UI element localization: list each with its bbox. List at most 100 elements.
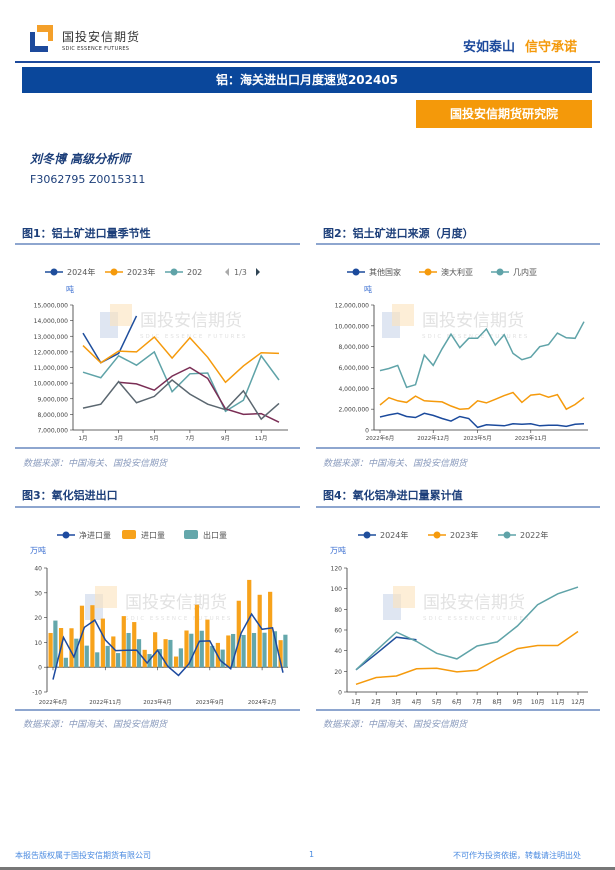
bar-import (132, 622, 137, 668)
legend-marker (496, 268, 504, 276)
x-tick-label: 2022年11月 (89, 698, 121, 706)
y-tick-label: 40 (34, 566, 42, 573)
bar-import (79, 605, 85, 668)
legend-marker (62, 531, 70, 539)
bar-import (226, 635, 231, 668)
divider (15, 506, 300, 508)
x-tick-label: 2023年9月 (196, 698, 225, 706)
page-number: 1 (309, 850, 315, 859)
bar-import (153, 632, 158, 668)
watermark-text: 国投安信期货 (422, 311, 524, 331)
series-line (82, 335, 280, 384)
legend-item: 澳大利亚 (419, 267, 473, 277)
legend-swatch (184, 530, 198, 539)
bar-import (111, 636, 116, 668)
bar-export (241, 634, 246, 668)
bar-export (84, 645, 89, 668)
watermark-logo-icon (392, 304, 414, 326)
series-line (82, 350, 280, 413)
y-tick-label: 0 (365, 428, 369, 435)
bar-import (100, 618, 105, 668)
slogan-part2: 信守承诺 (525, 40, 578, 55)
chart-2: 国投安信期货 SDIC ESSENCE FUTURES 0 2,000,000 4,00… (335, 267, 588, 442)
legend-pager: 1/3 (234, 268, 247, 277)
figure-2-source: 数据来源：中国海关、国投安信期货 (323, 459, 468, 469)
logo-text: 国投安信期货 (62, 30, 141, 44)
x-tick-label: 1月 (79, 435, 88, 442)
y-tick-label: 20 (34, 615, 42, 622)
legend-label: 净进口量 (79, 530, 111, 540)
y-tick-label: 10 (34, 640, 42, 647)
bar-import (205, 619, 210, 668)
x-tick-label: 6月 (452, 699, 462, 706)
y-tick-label: 15,000,000 (34, 303, 69, 310)
watermark-text: 国投安信期货 (140, 311, 242, 331)
x-tick-label: 8月 (492, 699, 502, 706)
bar-export (116, 653, 121, 668)
y-tick-label: 13,000,000 (34, 334, 69, 341)
bar-export (105, 645, 110, 668)
bar-import (48, 632, 53, 668)
divider (316, 447, 600, 449)
x-tick-label: 11月 (255, 435, 268, 442)
series-line (379, 391, 585, 411)
figure-4-title: 图4：氧化铝净进口量累计值 (323, 489, 463, 502)
x-tick-label: 9月 (513, 699, 523, 706)
y-tick-label: 4,000,000 (338, 386, 369, 393)
legend-item: 2023年 (105, 267, 155, 277)
legend-item: 2024年 (358, 530, 408, 540)
bar-export (168, 639, 173, 668)
legend-item: 2024年 (45, 267, 95, 277)
y-tick-label: 14,000,000 (34, 318, 69, 325)
bar-export (189, 633, 194, 668)
y-tick-label: 40 (334, 648, 342, 655)
x-tick-label: 5月 (150, 435, 159, 442)
institute-badge: 国投安信期货研究院 (416, 100, 592, 128)
bar-export (74, 638, 79, 668)
bar-import (142, 649, 147, 668)
legend-label: 2024年 (380, 530, 408, 540)
series-line (355, 630, 579, 686)
figure-3-title: 图3：氧化铝进出口 (22, 489, 118, 502)
legend-item: 几内亚 (491, 267, 537, 277)
y-tick-label: 8,000,000 (338, 344, 369, 351)
report-title: 铝：海关进出口月度速览202405 (22, 67, 592, 93)
y-tick-label: 0 (38, 665, 42, 672)
chart-3: 国投安信期货 SDIC ESSENCE FUTURES -10 0 10 20 30 40 万吨… (30, 530, 288, 706)
divider (15, 447, 300, 449)
y-tick-label: 100 (331, 586, 343, 593)
legend-marker (424, 268, 432, 276)
bar-export (63, 657, 68, 668)
series-line (118, 366, 280, 423)
bar-import (69, 628, 74, 668)
series-line (52, 612, 284, 680)
legend-label: 几内亚 (513, 267, 537, 277)
watermark-logo-icon (95, 586, 117, 608)
y-tick-label: 12,000,000 (34, 349, 69, 356)
x-tick-label: 2月 (371, 699, 381, 706)
page-edge (0, 867, 615, 870)
x-tick-label: 2022年6月 (39, 698, 68, 706)
legend-label: 出口量 (203, 530, 227, 540)
series-line (355, 586, 579, 671)
divider (15, 709, 300, 711)
author-ids: F3062795 Z0015311 (30, 173, 146, 186)
legend-swatch (122, 530, 136, 539)
divider (316, 506, 600, 508)
legend-label: 2022年 (520, 530, 548, 540)
watermark-text: 国投安信期货 (423, 593, 525, 613)
x-tick-label: 7月 (185, 435, 194, 442)
x-tick-label: 7月 (472, 699, 482, 706)
legend-item: 2023年 (428, 530, 478, 540)
legend-label: 其他国家 (369, 267, 401, 277)
y-tick-label: 12,000,000 (335, 303, 370, 310)
bar-import (236, 600, 241, 668)
bar-import (121, 616, 126, 668)
legend-label: 2024年 (67, 267, 95, 277)
y-tick-label: 7,000,000 (37, 428, 68, 435)
x-tick-label: 11月 (551, 699, 565, 706)
footer-disclaimer: 不可作为投资依据，转载请注明出处 (453, 851, 581, 860)
legend-marker (352, 268, 360, 276)
